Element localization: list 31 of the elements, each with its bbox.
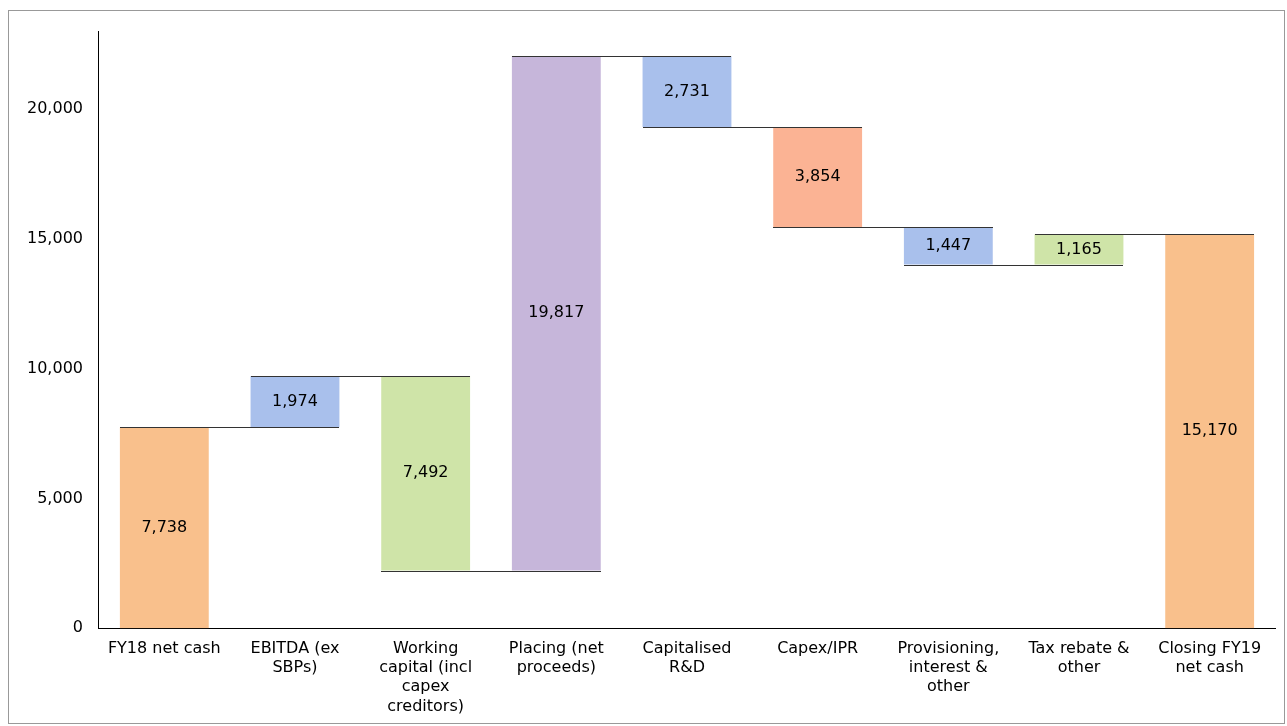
data-label: 19,817 [528, 302, 585, 322]
data-label: 7,492 [402, 462, 449, 482]
y-tick-label: 0 [72, 617, 83, 637]
data-label: 2,731 [664, 80, 710, 100]
data-label: 1,447 [925, 234, 972, 254]
bar [119, 427, 209, 629]
y-tick-label: 5,000 [37, 487, 83, 507]
x-tick-label: Working capital (incl capex creditors) [379, 637, 473, 715]
bar [1165, 234, 1255, 629]
y-tick-label: 15,000 [27, 227, 83, 247]
data-label: 1,974 [272, 390, 318, 410]
y-tick-label: 10,000 [27, 357, 83, 377]
data-label: 15,170 [1181, 420, 1238, 440]
y-tick-label: 20,000 [27, 98, 83, 118]
bar [381, 376, 471, 571]
bar [511, 56, 601, 571]
bar [903, 226, 993, 265]
x-tick-label: Closing FY19 net cash [1158, 637, 1262, 677]
x-tick-label: FY18 net cash [107, 637, 221, 657]
data-label: 1,165 [1056, 238, 1102, 258]
x-tick-label: Tax rebate & other [1027, 637, 1130, 677]
x-tick-label: Provisioning, interest & other [897, 637, 1000, 696]
bar [250, 376, 340, 428]
x-tick-label: Placing (net proceeds) [508, 637, 604, 677]
x-tick-label: EBITDA (ex SBPs) [250, 637, 340, 677]
bar [642, 56, 732, 127]
x-tick-label: Capitalised R&D [642, 637, 732, 677]
bar [773, 126, 863, 227]
data-label: 3,854 [794, 166, 841, 186]
data-label: 7,738 [141, 516, 188, 536]
x-tick-label: Capex/IPR [777, 637, 859, 657]
